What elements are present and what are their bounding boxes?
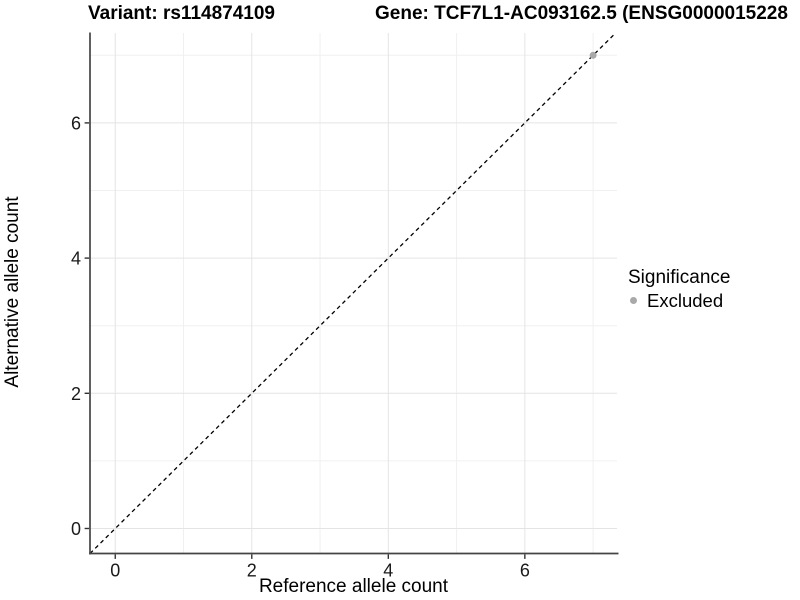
legend: Significance Excluded — [628, 266, 730, 311]
x-tick-label: 6 — [520, 561, 530, 581]
y-tick-label: 2 — [71, 384, 81, 404]
legend-entry-label: Excluded — [647, 290, 724, 311]
legend-entry-excluded: Excluded — [628, 290, 730, 311]
y-tick-label: 6 — [71, 113, 81, 133]
identity-dashed-line — [89, 32, 617, 554]
data-point — [589, 51, 597, 59]
x-tick-label: 4 — [383, 561, 393, 581]
x-tick-label: 2 — [247, 561, 257, 581]
excluded-point-icon — [630, 297, 637, 304]
y-axis-title: Alternative allele count — [2, 196, 23, 388]
x-axis-title: Reference allele count — [258, 576, 449, 597]
y-tick-label: 0 — [71, 519, 81, 539]
legend-title: Significance — [628, 267, 731, 288]
x-tick-label: 0 — [110, 561, 120, 581]
y-tick-label: 4 — [71, 249, 81, 269]
variant-title: Variant: rs114874109 — [88, 3, 275, 24]
gene-title: Gene: TCF7L1-AC093162.5 (ENSG0000015228 — [375, 3, 788, 24]
